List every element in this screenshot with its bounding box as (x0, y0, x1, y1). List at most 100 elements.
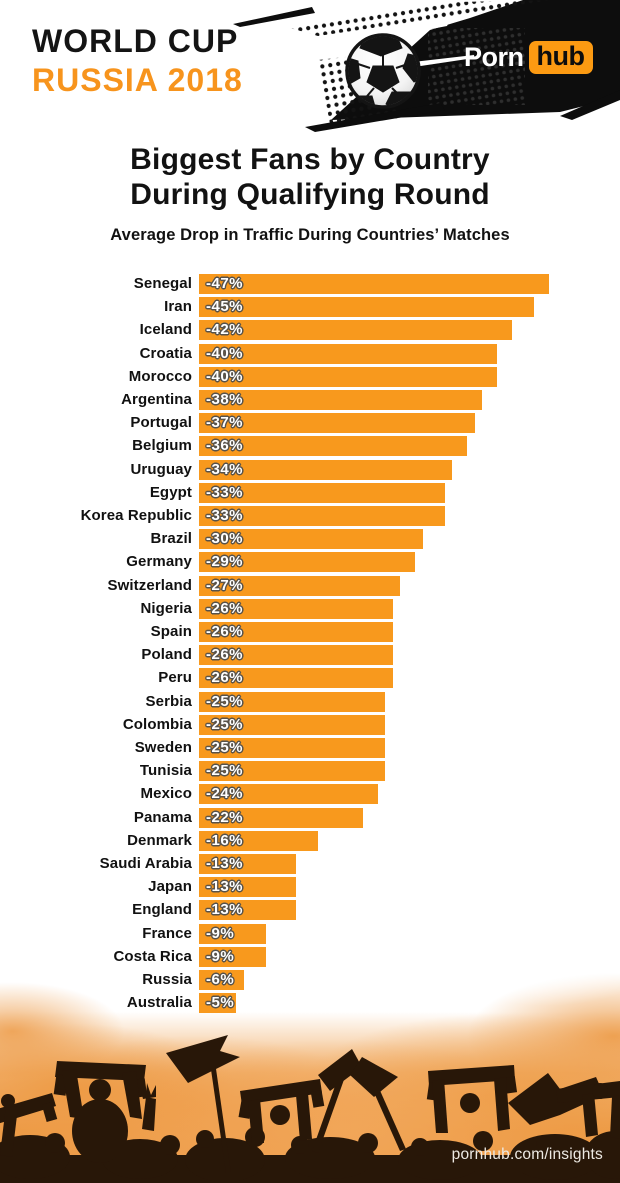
country-label: Costa Rica (113, 947, 192, 965)
bar-value-label: -34% (206, 460, 244, 478)
bar-value-label: -13% (206, 878, 244, 896)
bar: -22% (199, 807, 363, 828)
country-label: Denmark (127, 831, 192, 849)
bar: -37% (199, 413, 475, 434)
banner-white-speedline (413, 55, 474, 67)
chart-row: Panama -22% (0, 807, 620, 828)
country-label: Saudi Arabia (99, 855, 192, 872)
country-label: Uruguay (130, 460, 192, 478)
bar: -25% (199, 761, 386, 782)
country-label: Panama (133, 808, 192, 826)
country-label: Serbia (145, 692, 192, 710)
chart-row: Nigeria -26% (0, 598, 620, 619)
bar-value-label: -38% (206, 391, 244, 408)
chart-row: Tunisia -25% (0, 761, 620, 782)
bar: -26% (199, 598, 393, 619)
title-block: Biggest Fans by Country During Qualifying… (0, 142, 620, 245)
bar: -34% (199, 459, 453, 480)
chart-row: Poland -26% (0, 645, 620, 666)
flag-icon (166, 1035, 240, 1173)
country-label: Egypt (149, 483, 192, 501)
country-label: Switzerland (107, 576, 192, 594)
bar-value-label: -27% (206, 576, 244, 594)
bar-value-label: -42% (206, 321, 244, 339)
chart-row: Croatia -40% (0, 343, 620, 364)
chart-row: Saudi Arabia -13% (0, 854, 620, 874)
insights-link: pornhub.com/insights (451, 1146, 603, 1163)
bar: -26% (199, 668, 393, 689)
header-titles: WORLD CUP RUSSIA 2018 (32, 22, 243, 100)
bar-value-label: -25% (206, 739, 244, 756)
chart-row: Brazil -30% (0, 529, 620, 550)
bar-value-label: -36% (206, 437, 244, 455)
banner-sliver-bottom-right (560, 90, 620, 120)
bar-value-label: -24% (206, 785, 244, 803)
chart-row: England -13% (0, 900, 620, 921)
bar: -24% (199, 784, 378, 805)
country-label: Senegal (133, 275, 192, 292)
header-art (233, 0, 620, 132)
bar-value-label: -16% (206, 831, 244, 849)
country-label: Korea Republic (80, 507, 192, 524)
chart-row: Senegal -47% (0, 274, 620, 294)
country-label: Mexico (140, 785, 192, 803)
fan-with-scarf-2 (238, 1079, 325, 1143)
chart-row: Uruguay -34% (0, 459, 620, 480)
bar: -13% (199, 877, 296, 898)
bar-value-label: -9% (206, 924, 235, 942)
bar-value-label: -6% (206, 971, 235, 988)
page-title-line1: Biggest Fans by Country (130, 143, 490, 176)
country-label: Russia (142, 971, 192, 988)
bar: -25% (199, 738, 386, 758)
halftone-dots-on-black (428, 28, 525, 105)
bar: -16% (199, 830, 319, 851)
halftone-dots-top (290, 0, 565, 36)
bar-value-label: -26% (206, 599, 244, 617)
bar: -33% (199, 506, 445, 526)
russia-2018-title: RUSSIA 2018 (32, 62, 243, 98)
bar: -25% (199, 691, 386, 712)
country-label: Colombia (122, 715, 192, 733)
bar: -42% (199, 320, 512, 341)
bar-value-label: -26% (206, 669, 244, 687)
world-cup-title: WORLD CUP (32, 23, 239, 59)
chart-row: Denmark -16% (0, 830, 620, 851)
chart-row: Peru -26% (0, 668, 620, 689)
bar-value-label: -13% (206, 901, 244, 919)
bar-value-label: -9% (206, 947, 235, 965)
page-subtitle: Average Drop in Traffic During Countries… (110, 226, 510, 244)
fan-with-scarf (53, 1061, 148, 1163)
country-label: Iran (164, 298, 192, 316)
bar-value-label: -25% (206, 762, 244, 780)
bar-value-label: -40% (206, 344, 244, 362)
country-label: Iceland (139, 321, 192, 339)
bar: -38% (199, 390, 483, 410)
bar: -30% (199, 529, 423, 550)
bar: -25% (199, 714, 386, 735)
country-label: Brazil (150, 530, 192, 548)
bar: -40% (199, 366, 497, 387)
country-label: Tunisia (139, 762, 192, 780)
chart-row: Argentina -38% (0, 390, 620, 410)
bar-value-label: -29% (206, 553, 244, 571)
bar-value-label: -25% (206, 692, 244, 710)
bar-value-label: -5% (206, 994, 235, 1012)
country-label: England (132, 901, 192, 919)
country-label: Argentina (121, 391, 192, 408)
chart-row: Germany -29% (0, 552, 620, 573)
bar: -47% (199, 274, 550, 294)
chart-row: Iceland -42% (0, 320, 620, 341)
crossed-flags-icon (312, 1049, 406, 1153)
chart-row: Japan -13% (0, 877, 620, 898)
fan-with-scarf-3 (426, 1065, 518, 1133)
chart-row: Belgium -36% (0, 436, 620, 457)
bar: -26% (199, 645, 393, 666)
bar-value-label: -22% (206, 808, 244, 826)
bar-value-label: -26% (206, 646, 244, 664)
bar-value-label: -33% (206, 483, 244, 501)
bar: -13% (199, 854, 296, 874)
bar: -6% (199, 970, 244, 990)
page-title-line2: During Qualifying Round (130, 178, 490, 211)
chart-row: Portugal -37% (0, 413, 620, 434)
